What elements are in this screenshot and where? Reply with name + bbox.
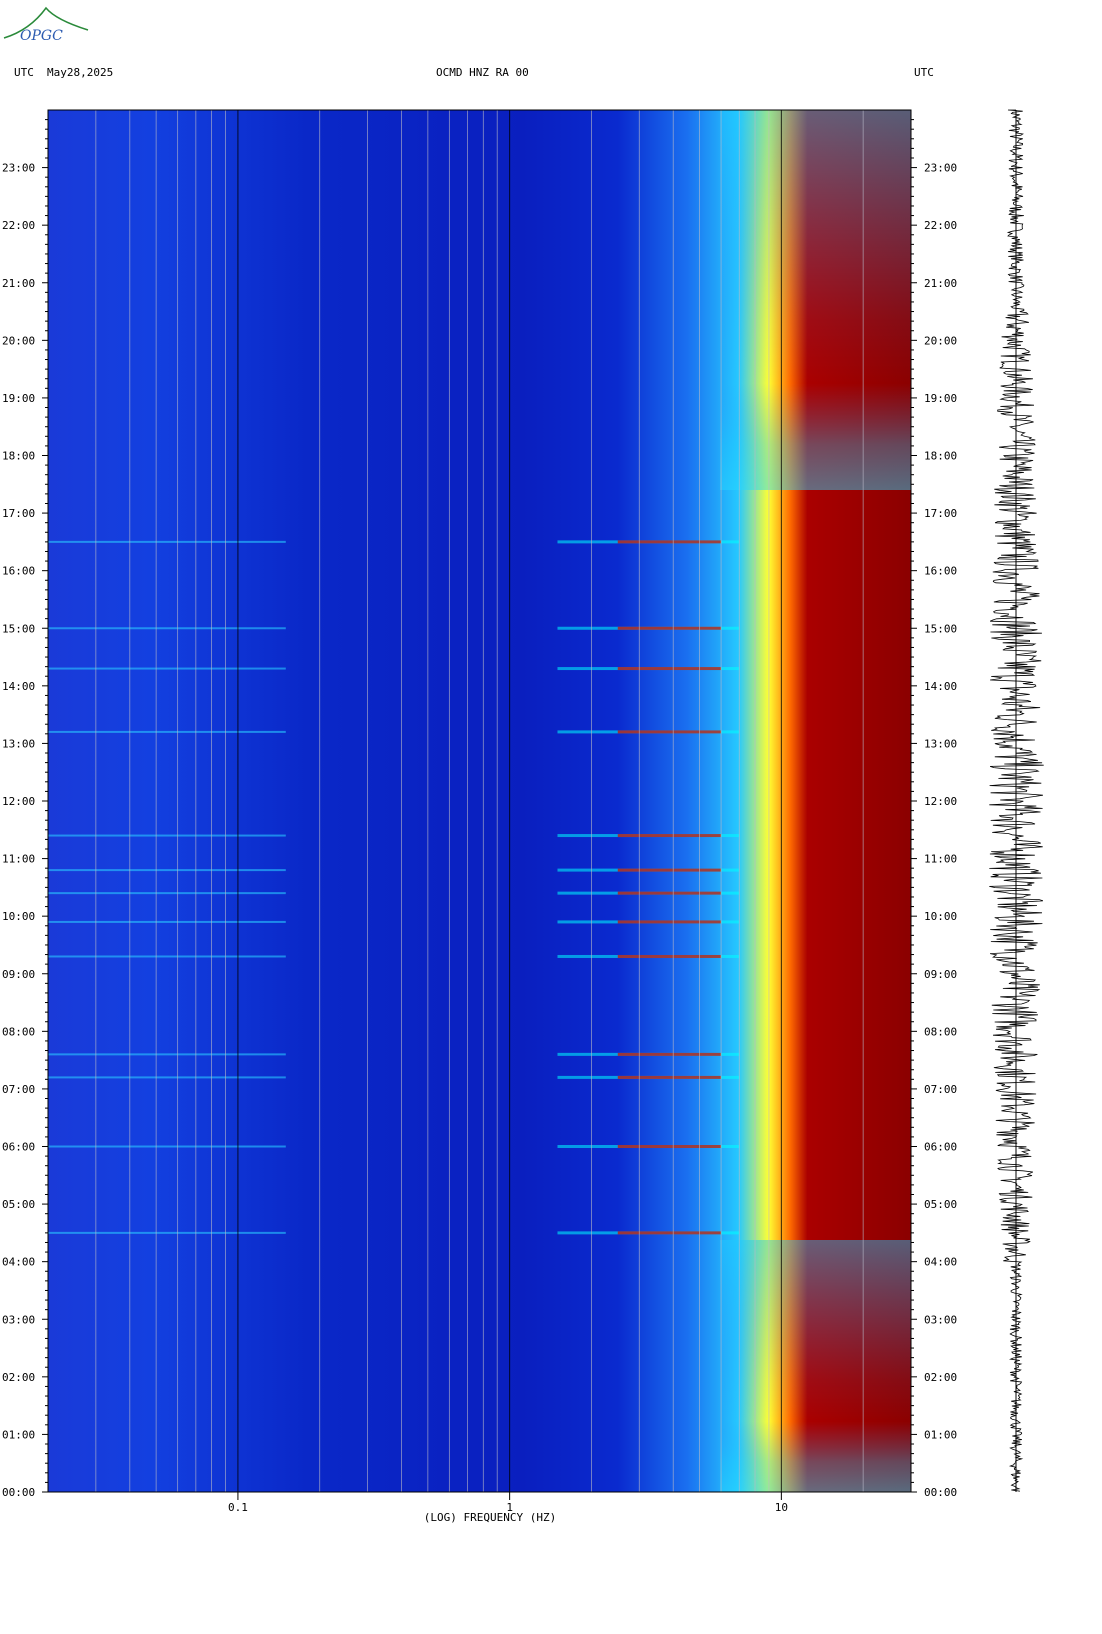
y-tick-label-right: 15:00 <box>924 622 957 635</box>
left-timezone-label: UTC <box>14 66 34 79</box>
seismogram-trace <box>989 109 1044 1492</box>
x-axis-label: (LOG) FREQUENCY (HZ) <box>424 1511 556 1524</box>
grid-lines <box>47 110 912 1492</box>
y-tick-label-left: 22:00 <box>2 219 35 232</box>
y-tick-label-right: 13:00 <box>924 737 957 750</box>
y-tick-label-left: 04:00 <box>2 1256 35 1269</box>
y-tick-label-left: 00:00 <box>2 1486 35 1499</box>
event-band-core <box>617 920 722 924</box>
event-band-core <box>617 834 722 838</box>
station-title: OCMD HNZ RA 00 <box>436 66 529 79</box>
y-axis-right: 00:00 01:00 02:00 03:00 04:00 05:00 06:00 07:00… <box>911 119 957 1499</box>
y-tick-label-right: 03:00 <box>924 1313 957 1326</box>
event-band-core <box>617 730 722 734</box>
x-tick-label: 10 <box>775 1501 788 1514</box>
y-tick-label-right: 20:00 <box>924 334 957 347</box>
right-timezone-label: UTC <box>914 66 934 79</box>
y-tick-label-left: 20:00 <box>2 334 35 347</box>
y-tick-label-left: 18:00 <box>2 450 35 463</box>
event-band-low <box>48 1145 286 1148</box>
y-tick-label-left: 01:00 <box>2 1428 35 1441</box>
event-band-core <box>617 1145 722 1148</box>
y-tick-label-left: 14:00 <box>2 680 35 693</box>
spectrogram-plot-area <box>47 109 912 1493</box>
y-tick-label-right: 09:00 <box>924 968 957 981</box>
seismogram-path <box>989 109 1044 1492</box>
y-tick-label-left: 19:00 <box>2 392 35 405</box>
y-tick-label-right: 00:00 <box>924 1486 957 1499</box>
y-tick-label-left: 17:00 <box>2 507 35 520</box>
y-tick-label-right: 04:00 <box>924 1256 957 1269</box>
y-tick-label-right: 22:00 <box>924 219 957 232</box>
event-band-low <box>48 540 286 543</box>
event-band-core <box>617 626 722 630</box>
x-axis: 0.1 1 10 <box>228 1492 788 1514</box>
event-band-low <box>48 1231 286 1234</box>
y-tick-label-left: 16:00 <box>2 565 35 578</box>
y-tick-label-right: 12:00 <box>924 795 957 808</box>
event-band-core <box>617 1052 722 1056</box>
y-tick-label-left: 08:00 <box>2 1025 35 1038</box>
y-tick-label-right: 19:00 <box>924 392 957 405</box>
date-label: May28,2025 <box>47 66 114 79</box>
y-tick-label-left: 10:00 <box>2 910 35 923</box>
event-band-core <box>617 868 722 872</box>
y-tick-label-right: 01:00 <box>924 1428 957 1441</box>
x-tick-label: 1 <box>506 1501 513 1514</box>
y-tick-label-right: 06:00 <box>924 1141 957 1154</box>
event-band-low <box>48 920 286 923</box>
event-band-low <box>48 869 286 872</box>
y-tick-label-left: 07:00 <box>2 1083 35 1096</box>
y-tick-label-right: 08:00 <box>924 1025 957 1038</box>
event-band-core <box>617 1231 722 1235</box>
y-tick-label-right: 10:00 <box>924 910 957 923</box>
y-tick-label-right: 02:00 <box>924 1371 957 1384</box>
y-tick-label-right: 11:00 <box>924 853 957 866</box>
event-band-core <box>617 1075 722 1079</box>
y-tick-label-left: 02:00 <box>2 1371 35 1384</box>
y-tick-label-right: 16:00 <box>924 565 957 578</box>
y-tick-label-left: 11:00 <box>2 853 35 866</box>
event-band-low <box>48 627 286 630</box>
event-band-core <box>617 540 722 544</box>
y-tick-label-left: 05:00 <box>2 1198 35 1211</box>
event-band-core <box>617 891 722 895</box>
event-streaks <box>48 540 740 1235</box>
event-band-low <box>48 1076 286 1079</box>
y-axis-left: 00:00 01:00 02:00 03:00 04:00 05:00 06:00 07:00… <box>2 119 48 1499</box>
logo-text: OPGC <box>20 28 63 44</box>
y-tick-label-right: 07:00 <box>924 1083 957 1096</box>
y-tick-label-left: 12:00 <box>2 795 35 808</box>
event-band-low <box>48 834 286 837</box>
y-tick-label-right: 14:00 <box>924 680 957 693</box>
y-tick-label-right: 17:00 <box>924 507 957 520</box>
x-tick-label: 0.1 <box>228 1501 248 1514</box>
event-band-low <box>48 892 286 895</box>
y-tick-label-left: 06:00 <box>2 1141 35 1154</box>
event-band-low <box>48 955 286 958</box>
y-tick-label-right: 23:00 <box>924 162 957 175</box>
y-tick-label-left: 03:00 <box>2 1313 35 1326</box>
event-band-core <box>617 667 722 671</box>
event-band-core <box>617 954 722 958</box>
opgc-logo-icon: OPGC <box>0 0 100 52</box>
y-tick-label-left: 13:00 <box>2 737 35 750</box>
y-tick-label-right: 21:00 <box>924 277 957 290</box>
y-tick-label-left: 23:00 <box>2 162 35 175</box>
y-tick-label-right: 05:00 <box>924 1198 957 1211</box>
y-tick-label-left: 09:00 <box>2 968 35 981</box>
y-tick-label-right: 18:00 <box>924 450 957 463</box>
event-band-low <box>48 730 286 733</box>
event-band-low <box>48 1053 286 1056</box>
event-band-low <box>48 667 286 670</box>
y-tick-label-left: 21:00 <box>2 277 35 290</box>
y-tick-label-left: 15:00 <box>2 622 35 635</box>
